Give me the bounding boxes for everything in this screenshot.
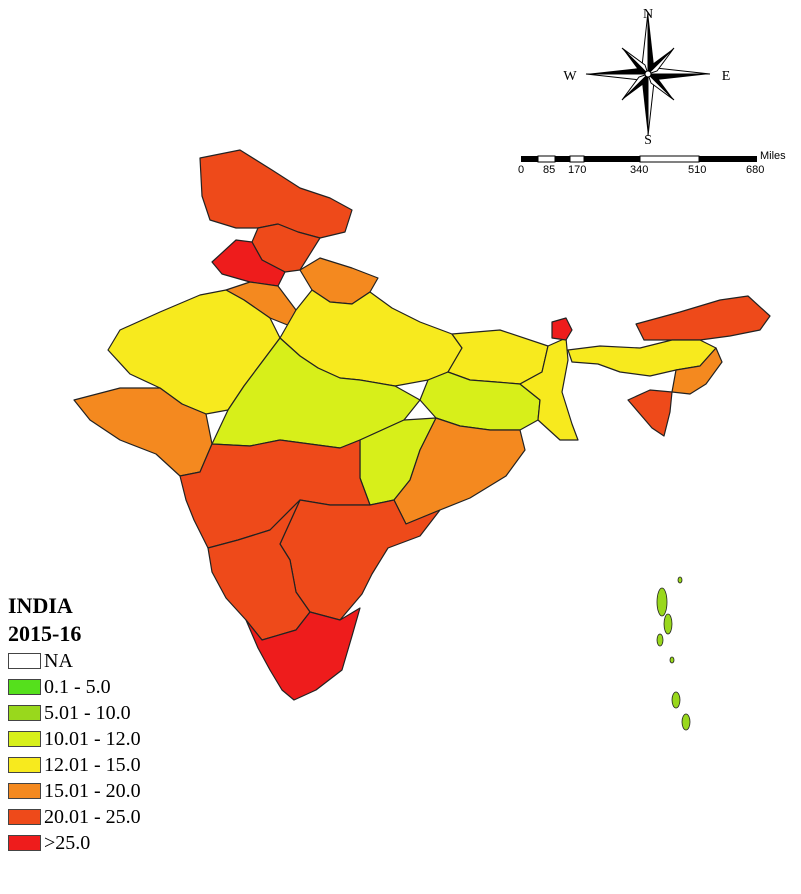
region-bihar — [447, 329, 549, 385]
scale-tick: 340 — [630, 164, 649, 176]
legend-title-year: 2015-16 — [8, 621, 82, 646]
legend-swatch — [8, 705, 41, 721]
scale-tick: 0 — [518, 164, 525, 176]
legend-label: 12.01 - 15.0 — [44, 753, 141, 776]
compass-e: E — [722, 69, 731, 84]
island-andaman-nicobar — [681, 713, 691, 731]
region-mizoram-tripura — [627, 389, 673, 437]
scale-tick: 85 — [543, 164, 556, 176]
legend-swatch — [8, 783, 41, 799]
scale-unit: Miles — [760, 150, 786, 162]
north-arrow-compass: N S E W — [563, 7, 731, 147]
island-andaman-nicobar — [663, 613, 673, 635]
legend-swatch — [8, 679, 41, 695]
legend-item: 15.01 - 20.0 — [8, 778, 141, 804]
region-sikkim — [551, 317, 573, 341]
legend-swatch — [8, 731, 41, 747]
compass-s: S — [644, 133, 652, 147]
legend-label: 15.01 - 20.0 — [44, 779, 141, 802]
legend-item: 5.01 - 10.0 — [8, 700, 141, 726]
legend-label: 10.01 - 12.0 — [44, 727, 141, 750]
scale-bar-graphic — [521, 155, 757, 163]
compass-n: N — [643, 7, 653, 22]
legend-item: 10.01 - 12.0 — [8, 726, 141, 752]
map-legend: INDIA 2015-16 NA 0.1 - 5.0 5.01 - 10.0 10.0… — [8, 592, 141, 856]
legend-swatch — [8, 757, 41, 773]
legend-label: 0.1 - 5.0 — [44, 675, 111, 698]
legend-label: 20.01 - 25.0 — [44, 805, 141, 828]
compass-w: W — [563, 69, 577, 84]
scale-tick: 510 — [688, 164, 707, 176]
region-karnataka — [207, 499, 311, 641]
island-andaman-nicobar — [656, 633, 664, 647]
legend-item: NA — [8, 648, 141, 674]
region-arunachal-pradesh — [635, 295, 771, 341]
legend-item: 20.01 - 25.0 — [8, 804, 141, 830]
island-andaman-nicobar — [671, 691, 681, 709]
legend-label: >25.0 — [44, 831, 91, 854]
scale-tick: 170 — [568, 164, 587, 176]
scale-tick: 680 — [746, 164, 765, 176]
legend-swatch — [8, 653, 41, 669]
legend-item: >25.0 — [8, 830, 141, 856]
legend-label: NA — [44, 649, 73, 672]
island-andaman-nicobar — [656, 587, 668, 617]
region-maharashtra — [179, 439, 371, 549]
island-andaman-nicobar — [677, 576, 683, 584]
legend-item: 0.1 - 5.0 — [8, 674, 141, 700]
legend-item: 12.01 - 15.0 — [8, 752, 141, 778]
region-west-bengal — [519, 337, 579, 441]
legend-swatch — [8, 835, 41, 851]
region-nagaland-manipur — [671, 347, 723, 395]
region-kerala-tamil-nadu — [245, 607, 361, 701]
legend-swatch — [8, 809, 41, 825]
legend-label: 5.01 - 10.0 — [44, 701, 131, 724]
island-andaman-nicobar — [669, 656, 675, 664]
scale-bar: Miles 0 85 170 340 510 680 — [505, 150, 795, 186]
legend-title-country: INDIA — [8, 593, 73, 618]
